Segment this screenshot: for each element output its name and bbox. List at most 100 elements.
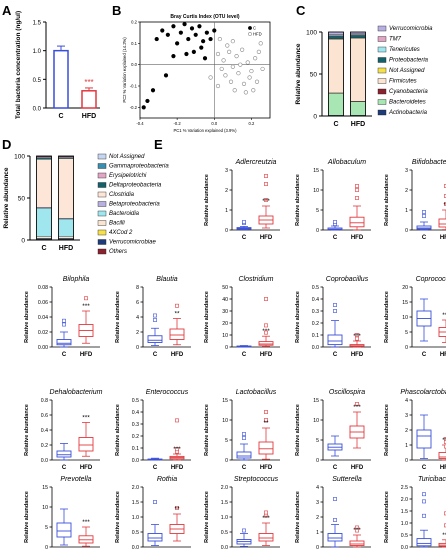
y-tick-label: 0 — [405, 228, 408, 234]
y-tick-label: 0 — [316, 458, 319, 464]
y-tick-label: 0 — [405, 458, 408, 464]
y-tick-label: 4 — [405, 398, 408, 404]
outlier-point — [264, 297, 268, 301]
boxplot-title: Coprobacillus — [326, 276, 369, 283]
outlier-point — [355, 336, 359, 341]
box-hfd — [349, 216, 365, 228]
x-tick-label: C — [242, 235, 247, 241]
y-axis-label: Relative abundance — [384, 404, 390, 456]
stack-segment — [58, 218, 74, 237]
x-tick-label: HFD — [80, 465, 93, 471]
y-tick-label: 5 — [405, 330, 408, 336]
y-tick-label: 0 — [225, 458, 228, 464]
legend-label: Others — [109, 249, 127, 255]
outlier-point — [264, 182, 268, 186]
stack-segment — [36, 236, 52, 239]
y-tick-label: 1.0 — [221, 515, 228, 521]
boxplot-title: Bilophila — [63, 276, 90, 283]
y-tick-label: 0.08 — [38, 285, 48, 291]
y-tick-label: 8 — [136, 285, 139, 291]
scatter-point-c — [193, 32, 198, 37]
y-tick-label: 0.5 — [312, 285, 319, 291]
outlier-point — [264, 323, 268, 328]
y-tick-label: 1.5 — [33, 21, 42, 27]
significance-marker: ** — [174, 311, 180, 318]
scatter-point-c — [175, 41, 180, 46]
bar-hfd — [81, 90, 97, 109]
legend-label: Firmicutes — [389, 79, 417, 85]
y-tick-label: 0.4 — [132, 410, 139, 416]
y-tick-label: 0.4 — [41, 428, 48, 434]
x-tick-label: HFD — [59, 245, 73, 252]
scatter-point-c — [154, 36, 159, 42]
box-c — [56, 450, 72, 458]
x-tick-label: C — [333, 352, 338, 358]
outlier-point — [153, 318, 157, 322]
x-axis-label: PC1 % Variation explained (3.9%) — [173, 128, 237, 133]
y-tick-label: 2 — [136, 330, 139, 336]
legend-swatch — [97, 229, 107, 236]
y-tick-label: 0.06 — [38, 300, 48, 306]
y-axis-label: Relative abundance — [115, 404, 121, 456]
stack-segment — [36, 157, 52, 160]
significance-marker: *** — [82, 303, 90, 310]
y-tick-label: 1 — [316, 530, 319, 536]
legend-label: Proteobacteria — [389, 58, 429, 64]
scatter-point-hfd — [251, 88, 256, 93]
scatter-point-c — [202, 56, 208, 61]
y-tick-label: -0.1 — [130, 84, 138, 89]
boxplot-title: Sutterella — [332, 476, 362, 483]
y-axis-label: Relative abundance — [204, 291, 210, 343]
y-tick-label: 1.5 — [132, 500, 139, 506]
y-axis-label: Total bacteria concentration (ng/ul) — [15, 11, 22, 119]
outlier-point — [355, 528, 359, 533]
boxplot-title: Adlercreutzia — [235, 159, 277, 166]
y-axis-label: Relative abundance — [115, 491, 121, 543]
scatter-point-c — [150, 88, 156, 93]
outlier-point — [264, 418, 268, 422]
scatter-point-hfd — [241, 81, 247, 86]
outlier-point — [333, 309, 337, 313]
y-tick-label: 0 — [21, 238, 25, 245]
scatter-point-c — [204, 30, 209, 35]
boxplot-title: Blautia — [156, 276, 178, 283]
y-axis-label: Relative abundance — [204, 174, 210, 226]
significance-marker: *** — [442, 312, 446, 319]
scatter-point-hfd — [234, 54, 239, 59]
legend-label: Bacteroidetes — [389, 100, 426, 106]
legend-swatch — [97, 220, 107, 226]
y-tick-label: 100 — [306, 30, 317, 37]
chart-title: Bray Curtis Index (OTU level) — [170, 14, 240, 20]
scatter-point-hfd — [236, 71, 241, 76]
legend-swatch — [377, 109, 387, 116]
panel-letter-b: B — [112, 3, 121, 18]
y-tick-label: 0.0 — [132, 545, 139, 550]
outlier-point — [264, 198, 268, 202]
y-tick-label: 10 — [313, 188, 319, 194]
significance-marker: *** — [353, 333, 361, 340]
outlier-point — [333, 518, 337, 522]
x-tick-label: C — [153, 352, 158, 358]
legend-label: Bacilli — [109, 221, 125, 227]
box-hfd — [438, 452, 446, 459]
outlier-point — [422, 513, 426, 518]
y-axis-label: Relative abundance — [295, 404, 301, 456]
scatter-point-c — [171, 54, 176, 59]
legend-label: C — [253, 26, 256, 31]
x-tick-label: 0.2 — [249, 121, 255, 126]
legend-label: Erysipelotrichi — [109, 173, 147, 179]
y-tick-label: 10 — [222, 418, 228, 424]
scatter-point-hfd — [217, 36, 222, 42]
box-c — [416, 429, 432, 449]
legend-label: Deltaproteobacteria — [109, 183, 162, 189]
y-tick-label: 50 — [310, 72, 318, 79]
box-c — [147, 533, 163, 542]
y-tick-label: 2 — [225, 188, 228, 194]
outlier-point — [264, 330, 268, 335]
x-tick-label: -0.4 — [136, 121, 144, 126]
legend-swatch — [377, 88, 387, 95]
stack-segment — [36, 207, 52, 237]
y-axis-label: Relative abundance — [24, 404, 30, 456]
y-tick-label: 0 — [136, 345, 139, 351]
x-tick-label: C — [58, 113, 63, 120]
